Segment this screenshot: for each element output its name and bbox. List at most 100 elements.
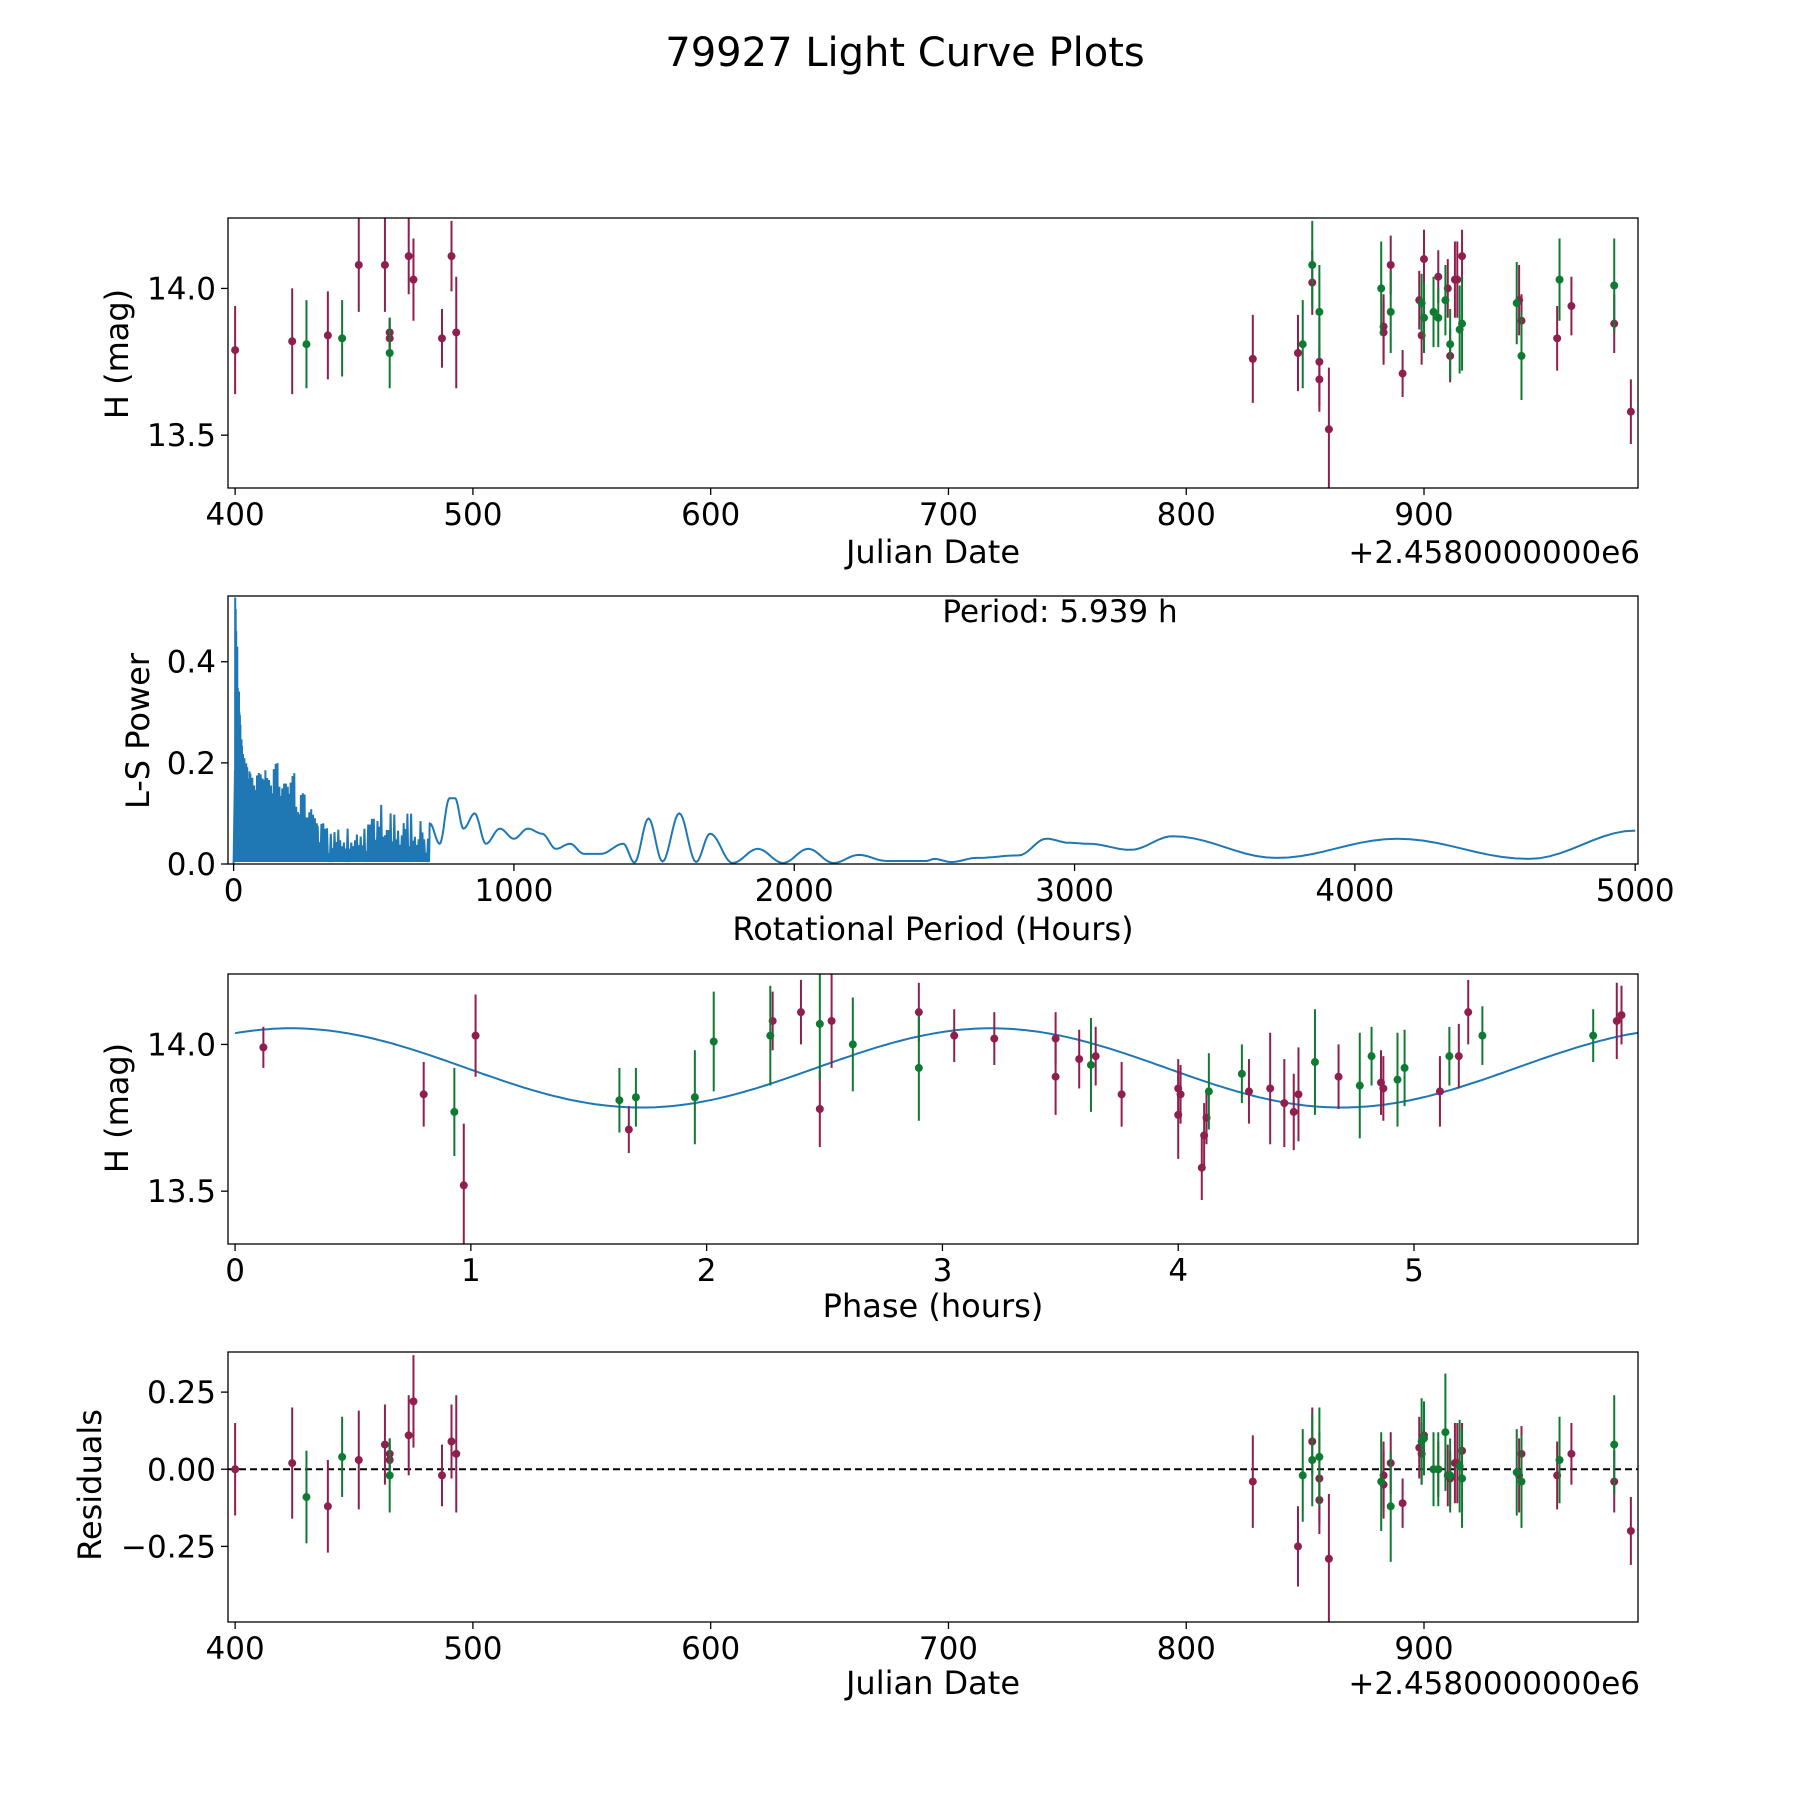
data-point xyxy=(815,1019,824,1028)
data-point xyxy=(1086,1060,1095,1069)
data-point xyxy=(1379,1084,1388,1093)
data-point xyxy=(1446,1471,1455,1480)
x-tick-label: 3000 xyxy=(1035,873,1114,909)
x-tick-label: 900 xyxy=(1394,1631,1453,1667)
data-point xyxy=(1355,1081,1364,1090)
data-point xyxy=(1386,260,1395,269)
x-tick-label: 700 xyxy=(919,497,978,533)
figure-suptitle: 79927 Light Curve Plots xyxy=(665,30,1144,76)
data-point xyxy=(1308,260,1317,269)
residuals-panel: Julian Date Residuals +2.4580000000e6 40… xyxy=(71,1351,1640,1702)
data-point xyxy=(1458,319,1467,328)
plot-frame xyxy=(227,1351,1639,1623)
y-tick-label: 0.00 xyxy=(147,1452,216,1488)
data-point xyxy=(1398,1499,1407,1508)
y-tick-label: 0.0 xyxy=(167,847,216,883)
periodogram xyxy=(232,597,1636,864)
data-point xyxy=(1294,1090,1303,1099)
data-point xyxy=(338,334,347,343)
data-point xyxy=(796,1008,805,1017)
data-point xyxy=(1091,1052,1100,1061)
x-tick-label: 5 xyxy=(1404,1253,1424,1289)
data-point xyxy=(766,1031,775,1040)
data-point xyxy=(231,1465,240,1474)
data-point xyxy=(1555,275,1564,284)
data-point xyxy=(1555,1456,1564,1464)
data-point xyxy=(1315,307,1324,316)
data-point xyxy=(1334,1072,1343,1081)
data-point xyxy=(990,1034,999,1043)
data-point xyxy=(1553,334,1562,343)
data-point xyxy=(1075,1055,1084,1064)
data-point xyxy=(624,1125,633,1134)
x-tick-label: 0 xyxy=(225,1253,245,1289)
x-tick-label: 5000 xyxy=(1596,873,1675,909)
data-point xyxy=(259,1043,268,1052)
x-tick-label: 700 xyxy=(919,1631,978,1667)
data-point xyxy=(1324,1554,1333,1563)
periodogram-xlabel: Rotational Period (Hours) xyxy=(732,910,1133,948)
data-point xyxy=(1429,307,1438,316)
data-point xyxy=(1176,1090,1185,1099)
data-point xyxy=(409,275,418,284)
data-point xyxy=(1420,1434,1429,1443)
data-point xyxy=(385,349,394,357)
plot-frame xyxy=(227,217,1639,489)
plot-frame xyxy=(227,595,1639,865)
data-point xyxy=(380,1440,389,1449)
data-point xyxy=(1458,1474,1467,1483)
data-point xyxy=(354,1456,363,1464)
data-point xyxy=(1051,1034,1060,1043)
y-tick-label: −0.25 xyxy=(121,1529,216,1565)
x-tick-label: 1000 xyxy=(474,873,553,909)
data-point xyxy=(1454,1052,1463,1061)
data-point xyxy=(914,1008,923,1017)
data-point xyxy=(1441,296,1450,305)
data-point xyxy=(615,1096,624,1105)
x-tick-label: 400 xyxy=(206,497,265,533)
data-point xyxy=(447,252,456,261)
data-point xyxy=(452,328,461,337)
data-point xyxy=(1400,1063,1409,1072)
data-point xyxy=(1237,1069,1246,1078)
x-tick-label: 3 xyxy=(933,1253,953,1289)
data-point xyxy=(1244,1087,1253,1096)
data-point xyxy=(404,252,413,261)
data-point xyxy=(1293,349,1302,357)
data-point xyxy=(459,1181,468,1190)
data-point xyxy=(1386,307,1395,316)
data-point xyxy=(1310,1058,1319,1067)
data-point xyxy=(1377,1477,1386,1486)
data-point xyxy=(1589,1031,1598,1040)
y-tick-label: 0.4 xyxy=(167,645,216,681)
data-point xyxy=(1610,281,1619,290)
lightcurve-panel: Julian Date H (mag) +2.4580000000e6 400 5… xyxy=(98,217,1640,571)
periodogram-line xyxy=(232,597,1636,864)
data-point xyxy=(631,1093,640,1102)
data-point xyxy=(288,337,297,346)
data-point xyxy=(437,1471,446,1480)
data-point xyxy=(827,1016,836,1025)
data-point xyxy=(1517,351,1526,360)
phased-lightcurve-panel: Phase (hours) H (mag) 0 1 2 3 4 5 13.5 14.0 xyxy=(98,973,1639,1325)
period-annotation: Period: 5.939 h xyxy=(942,594,1177,630)
data-point xyxy=(1315,375,1324,384)
y-tick-label: 13.5 xyxy=(147,418,216,454)
data-point xyxy=(380,260,389,269)
data-point xyxy=(231,346,240,355)
data-point xyxy=(1453,275,1462,284)
data-point xyxy=(914,1063,923,1072)
lightcurve-x-offset: +2.4580000000e6 xyxy=(1348,535,1640,571)
x-tick-label: 500 xyxy=(443,497,502,533)
data-point xyxy=(1458,252,1467,261)
data-point xyxy=(385,1471,394,1480)
x-tick-label: 2000 xyxy=(755,873,834,909)
data-point xyxy=(1434,313,1443,322)
data-point xyxy=(1435,1087,1444,1096)
data-point xyxy=(302,1493,311,1502)
x-tick-label: 600 xyxy=(681,497,740,533)
x-tick-label: 800 xyxy=(1157,497,1216,533)
data-point xyxy=(1293,1542,1302,1551)
data-point xyxy=(404,1431,413,1440)
